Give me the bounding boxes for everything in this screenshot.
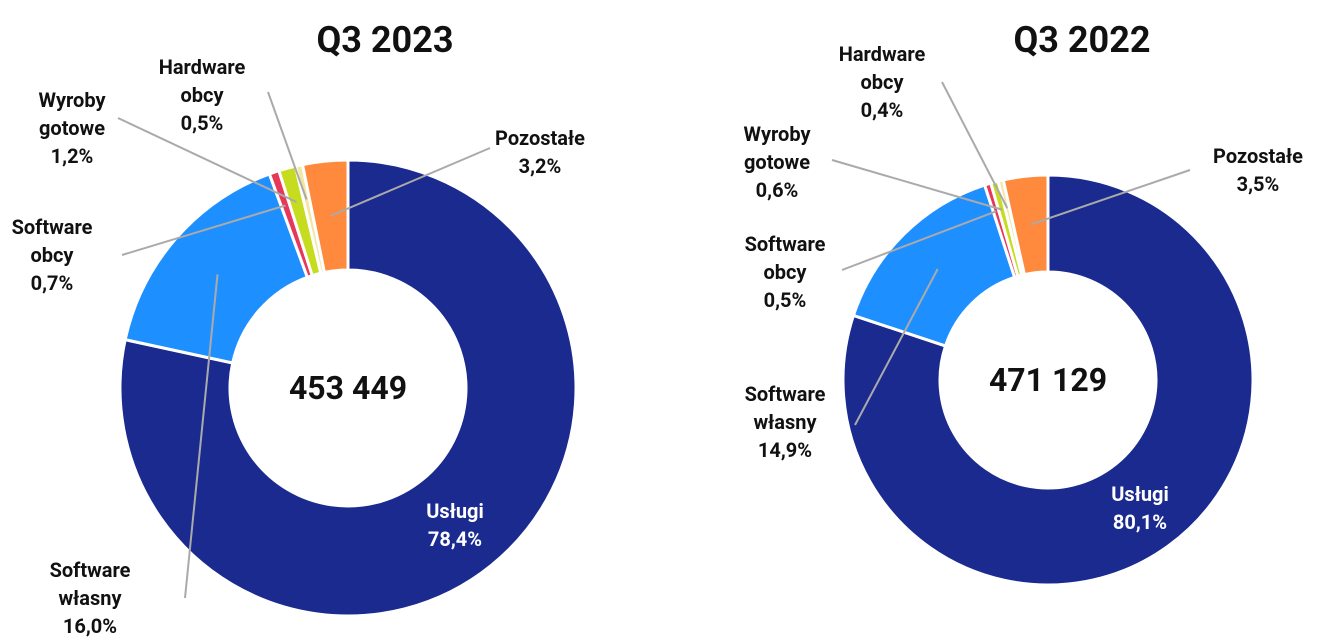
category-label: Pozostałe [1213,144,1303,168]
value-label: 0,5% [180,111,224,135]
value-label: 16,0% [62,614,118,638]
category-label: Hardware obcy [838,42,926,94]
slice-label: Hardware obcy 0,4% [839,40,926,124]
value-label: 3,2% [518,154,562,178]
category-label: Software obcy [744,232,826,284]
value-label: 0,7% [30,271,74,295]
leader-line [841,210,997,271]
value-label: 80,1% [1112,510,1168,534]
leader-line [267,91,308,200]
slice-label: Hardware obcy 0,5% [159,53,246,137]
leader-line [854,268,939,426]
category-label: Usługi [1111,482,1169,506]
value-label: 3,5% [1236,172,1280,196]
value-label: 0,6% [755,178,799,202]
slice-label: Usługi 78,4% [426,497,484,553]
leader-line [1030,169,1191,226]
leader-line [941,81,1009,209]
slice-label: Software obcy 0,5% [745,230,826,314]
slice-label: Wyroby gotowe 0,6% [743,120,810,204]
leader-line [831,159,1003,211]
donut-slice [841,173,1255,587]
value-label: 1,2% [50,144,94,168]
leader-line [121,204,286,256]
category-label: Usługi [426,499,484,523]
slice-label: Pozostałe 3,2% [495,124,585,180]
slice-label: Pozostałe 3,5% [1213,142,1303,198]
category-label: Software obcy [11,215,93,267]
donut-slice [123,172,310,365]
chart-title: Q3 2022 [1013,19,1151,61]
category-label: Software własny [49,558,131,610]
category-label: Hardware obcy [158,55,246,107]
donut-slice [118,158,578,618]
center-label: 453 449 [288,369,408,407]
chart-title: Q3 2023 [316,19,454,61]
value-label: 0,4% [860,98,904,122]
donut-slice [851,183,1017,348]
slice-label: Software własny 16,0% [50,556,131,640]
slice-label: Wyroby gotowe 1,2% [38,86,105,170]
category-label: Wyroby gotowe [38,88,106,140]
donut-slice [1001,173,1050,277]
value-label: 78,4% [427,527,483,551]
slice-label: Software własny 14,9% [745,380,826,464]
category-label: Software własny [744,382,826,434]
leader-line [330,147,491,217]
leader-line [184,274,219,599]
slice-label: Software obcy 0,7% [12,213,93,297]
value-label: 14,9% [757,438,813,462]
donut-slice [300,158,350,275]
slice-label: Usługi 80,1% [1111,480,1169,536]
value-label: 0,5% [763,288,807,312]
center-label: 471 129 [988,361,1108,399]
category-label: Pozostałe [495,126,585,150]
category-label: Wyroby gotowe [743,122,811,174]
leader-line [117,117,297,203]
